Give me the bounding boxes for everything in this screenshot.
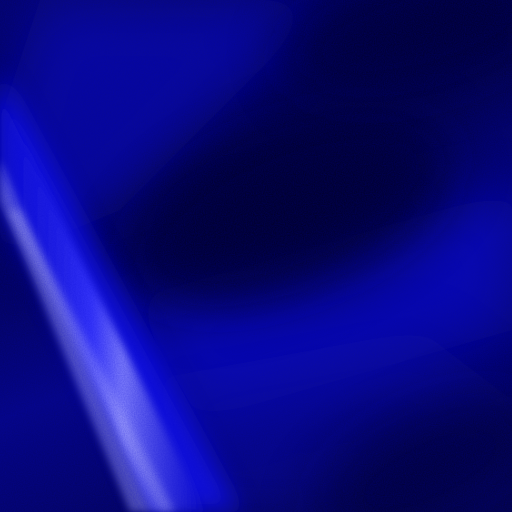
noise-overlay bbox=[0, 0, 512, 512]
light-scene-svg bbox=[0, 0, 512, 512]
blue-light-photo bbox=[0, 0, 512, 512]
